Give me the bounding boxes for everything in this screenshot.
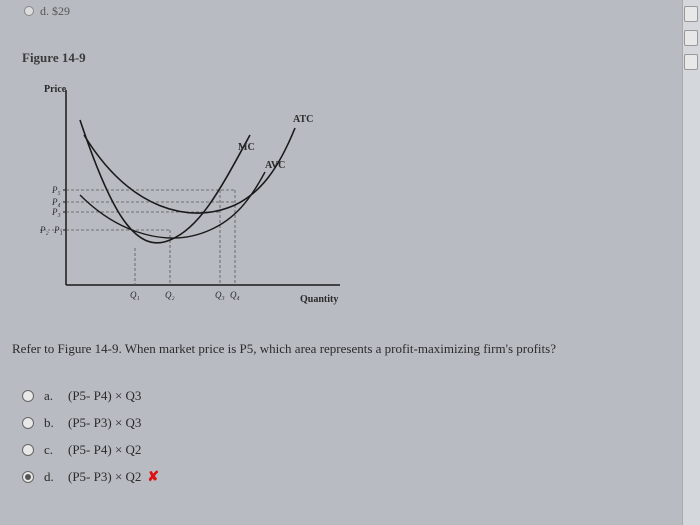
option-d-letter: d. xyxy=(44,469,60,485)
atc-curve xyxy=(84,128,295,213)
x-axis-label: Quantity xyxy=(300,294,338,305)
tick-p3: P₃ xyxy=(51,207,61,217)
prev-option-text: $29 xyxy=(52,4,70,18)
tick-p5: P₅ xyxy=(51,185,61,195)
option-d[interactable]: d. (P5- P3) × Q2 ✘ xyxy=(22,466,159,488)
right-tab-1[interactable] xyxy=(684,6,698,22)
right-edge-panel xyxy=(682,0,700,525)
radio-a[interactable] xyxy=(22,390,34,402)
option-c[interactable]: c. (P5- P4) × Q2 xyxy=(22,439,159,461)
prev-option-radio xyxy=(24,6,34,16)
prev-option-letter: d. xyxy=(40,4,49,18)
radio-b[interactable] xyxy=(22,417,34,429)
tick-q4: Q₄ xyxy=(230,290,240,300)
radio-d[interactable] xyxy=(22,471,34,483)
chart-svg: Price Quantity MC ATC AVC P₅ P₄ P₃ P₂ P₁ xyxy=(40,80,370,315)
option-a[interactable]: a. (P5- P4) × Q3 xyxy=(22,385,159,407)
option-b[interactable]: b. (P5- P3) × Q3 xyxy=(22,412,159,434)
figure-title: Figure 14-9 xyxy=(22,50,86,66)
option-c-text: (P5- P4) × Q2 xyxy=(68,442,141,458)
avc-curve xyxy=(80,172,265,238)
option-a-text: (P5- P4) × Q3 xyxy=(68,388,141,404)
avc-label: AVC xyxy=(265,160,285,171)
option-b-letter: b. xyxy=(44,415,60,431)
atc-label: ATC xyxy=(293,114,313,125)
mc-label: MC xyxy=(238,142,255,153)
answer-options: a. (P5- P4) × Q3 b. (P5- P3) × Q3 c. (P5… xyxy=(22,380,159,493)
right-tab-3[interactable] xyxy=(684,54,698,70)
tick-p4: P₄ xyxy=(51,197,61,207)
option-b-text: (P5- P3) × Q3 xyxy=(68,415,141,431)
option-c-letter: c. xyxy=(44,442,60,458)
question-text: Refer to Figure 14-9. When market price … xyxy=(12,340,670,358)
option-d-text: (P5- P3) × Q2 xyxy=(68,469,141,485)
prev-option: d. $29 xyxy=(40,4,70,19)
tick-p1: P₁ xyxy=(53,225,63,235)
option-a-letter: a. xyxy=(44,388,60,404)
wrong-x-icon: ✘ xyxy=(147,469,159,486)
tick-q2: Q₂ xyxy=(165,290,175,300)
tick-p2: P₂ xyxy=(40,225,49,235)
radio-c[interactable] xyxy=(22,444,34,456)
right-tab-2[interactable] xyxy=(684,30,698,46)
y-axis-label: Price xyxy=(44,84,67,95)
mc-curve xyxy=(80,120,250,243)
cost-curve-chart: Price Quantity MC ATC AVC P₅ P₄ P₃ P₂ P₁ xyxy=(40,80,370,315)
tick-q1: Q₁ xyxy=(130,290,140,300)
tick-q3: Q₃ xyxy=(215,290,225,300)
